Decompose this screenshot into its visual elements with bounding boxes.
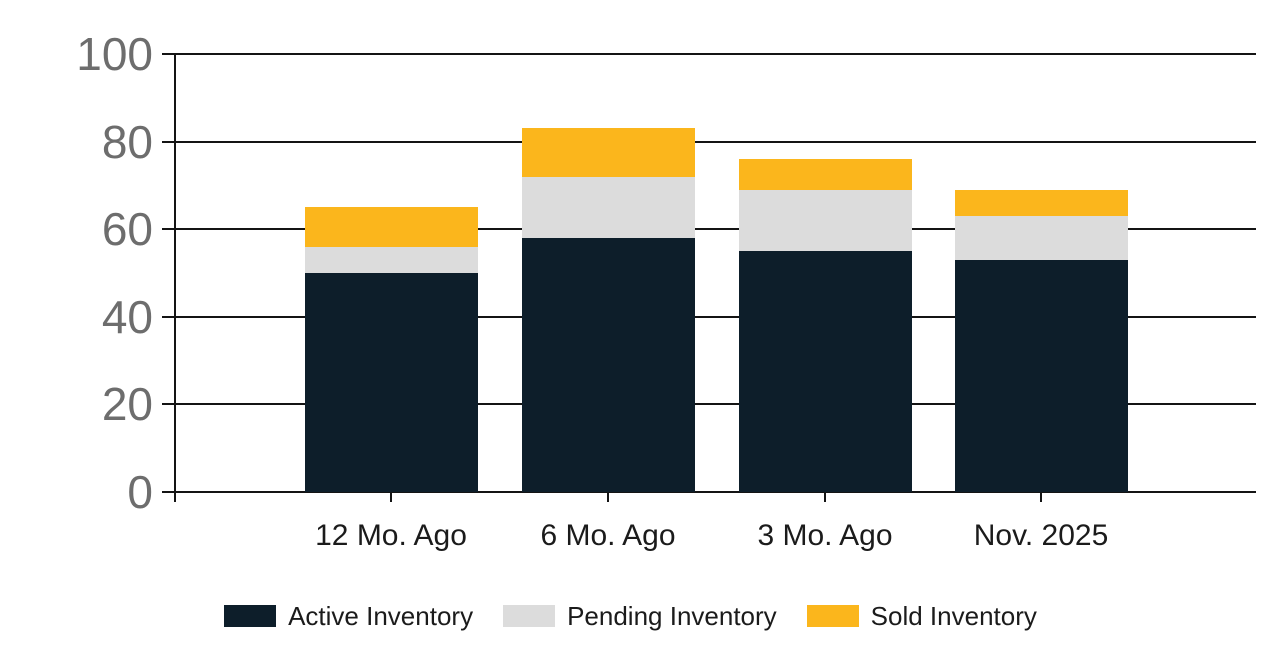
bar-segment-active-inventory-nov-2025 — [954, 259, 1128, 492]
legend-label-sold-inventory: Sold Inventory — [870, 601, 1037, 631]
x-axis-category-label-3-mo-ago: 3 Mo. Ago — [757, 519, 893, 552]
legend-label-active-inventory: Active Inventory — [288, 601, 474, 631]
y-axis-tick-label-40: 40 — [101, 290, 153, 343]
x-axis-category-label-nov-2025: Nov. 2025 — [973, 519, 1109, 552]
chart-legend: Active Inventory Pending Inventory Sold In… — [0, 601, 1261, 631]
bar-segment-sold-inventory-12-mo-ago — [304, 207, 478, 247]
gridline-y-20 — [162, 403, 1256, 406]
x-axis-tick-nov-2025 — [1040, 492, 1042, 502]
x-axis-tick-6-mo-ago — [607, 492, 609, 502]
x-axis-tick-3-mo-ago — [824, 492, 826, 502]
bar-segment-active-inventory-12-mo-ago — [304, 273, 478, 492]
gridline-y-40 — [162, 315, 1256, 318]
bar-segment-pending-inventory-nov-2025 — [954, 216, 1128, 260]
x-axis-category-label-12-mo-ago: 12 Mo. Ago — [315, 519, 467, 552]
bar-segment-sold-inventory-3-mo-ago — [738, 159, 912, 190]
gridline-y-0 — [162, 491, 1256, 493]
gridline-y-60 — [162, 228, 1256, 231]
y-axis-tick-label-20: 20 — [101, 378, 153, 431]
y-axis-tick-label-100: 100 — [76, 28, 153, 80]
bar-segment-pending-inventory-12-mo-ago — [304, 246, 478, 273]
bar-segment-active-inventory-6-mo-ago — [521, 237, 695, 492]
legend-label-pending-inventory: Pending Inventory — [567, 601, 777, 631]
legend-item-pending-inventory: Pending Inventory — [503, 601, 777, 631]
y-axis-tick-label-60: 60 — [101, 203, 153, 256]
y-axis-tick-label-0: 0 — [127, 466, 153, 518]
bar-segment-pending-inventory-6-mo-ago — [521, 176, 695, 238]
gridline-y-80 — [162, 140, 1256, 143]
y-axis-tick-label-80: 80 — [101, 115, 153, 168]
legend-swatch-sold-inventory — [806, 605, 859, 627]
gridline-y-100 — [162, 53, 1256, 55]
bar-segment-active-inventory-3-mo-ago — [738, 251, 912, 492]
legend-swatch-pending-inventory — [503, 605, 556, 627]
bar-segment-sold-inventory-nov-2025 — [954, 189, 1128, 217]
legend-swatch-active-inventory — [224, 605, 277, 627]
legend-item-sold-inventory: Sold Inventory — [806, 601, 1037, 631]
x-axis-tick-12-mo-ago — [390, 492, 392, 502]
legend-item-active-inventory: Active Inventory — [224, 601, 473, 631]
x-axis-category-label-6-mo-ago: 6 Mo. Ago — [540, 519, 676, 552]
bar-segment-pending-inventory-3-mo-ago — [738, 189, 912, 252]
bar-segment-sold-inventory-6-mo-ago — [521, 128, 695, 177]
y-axis-line — [174, 54, 176, 502]
